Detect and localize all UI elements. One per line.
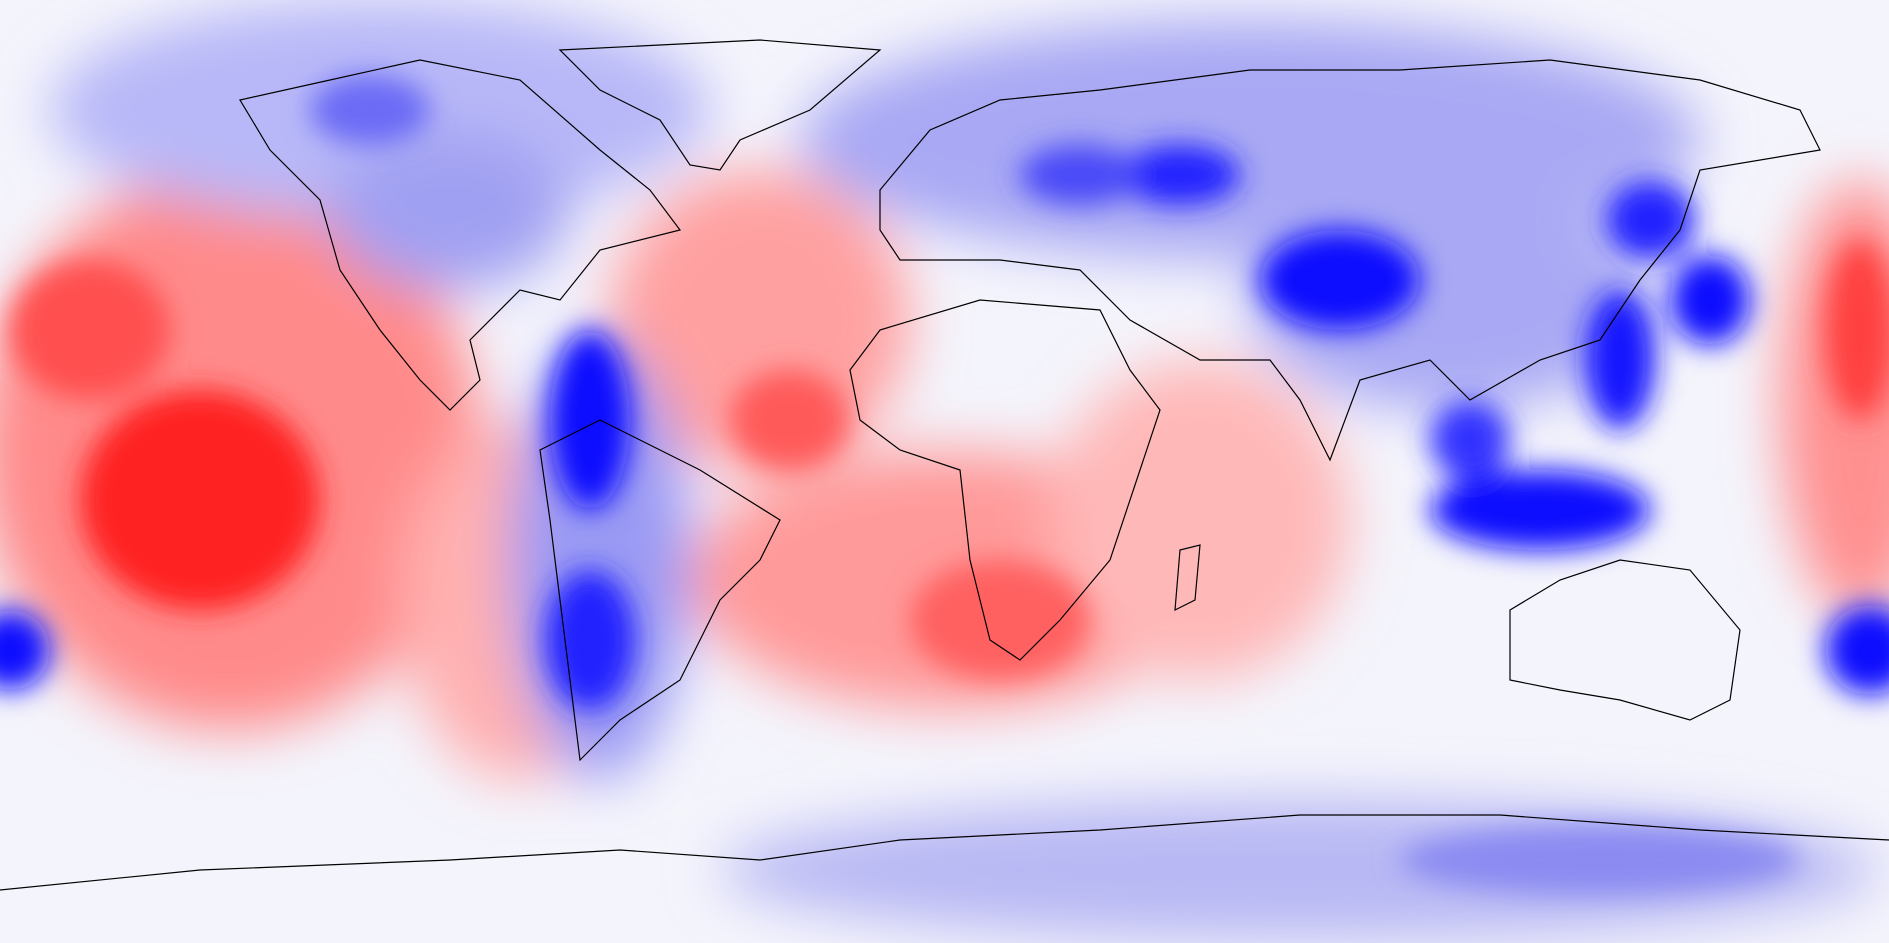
north-america — [239, 59, 682, 411]
eurasia — [879, 59, 1821, 462]
greenland — [558, 39, 882, 171]
madagascar — [1174, 544, 1201, 612]
antarctica — [0, 814, 1889, 891]
coastlines — [0, 39, 1889, 891]
south-america — [539, 419, 781, 762]
africa — [849, 299, 1161, 661]
australia — [1509, 559, 1741, 721]
